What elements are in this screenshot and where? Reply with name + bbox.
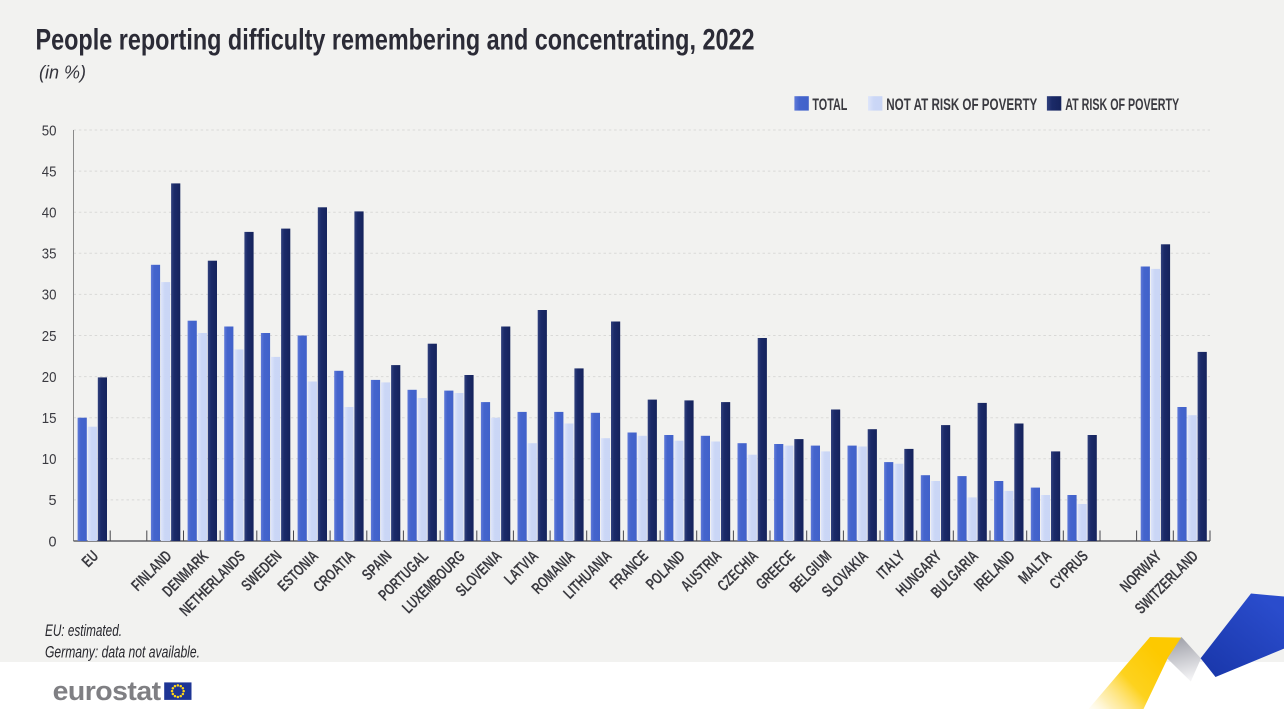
svg-text:0: 0 [49,533,57,550]
svg-text:NOT AT RISK OF POVERTY: NOT AT RISK OF POVERTY [886,95,1037,114]
svg-text:40: 40 [42,205,57,222]
svg-text:5: 5 [49,492,57,509]
svg-text:25: 25 [42,328,57,345]
svg-text:20: 20 [42,369,57,386]
svg-text:eurostat: eurostat [53,676,162,706]
svg-text:45: 45 [42,163,57,180]
svg-text:(in %): (in %) [39,62,86,82]
svg-text:Germany: data not available.: Germany: data not available. [45,644,200,662]
svg-text:People reporting difficulty re: People reporting difficulty remembering … [36,24,755,57]
svg-text:EU: estimated.: EU: estimated. [45,622,122,640]
svg-text:AT RISK OF POVERTY: AT RISK OF POVERTY [1065,95,1179,114]
svg-text:30: 30 [42,287,57,304]
svg-text:50: 50 [42,122,57,139]
svg-text:10: 10 [42,451,57,468]
svg-text:35: 35 [42,246,57,263]
svg-text:TOTAL: TOTAL [812,95,847,114]
svg-text:15: 15 [42,410,57,427]
